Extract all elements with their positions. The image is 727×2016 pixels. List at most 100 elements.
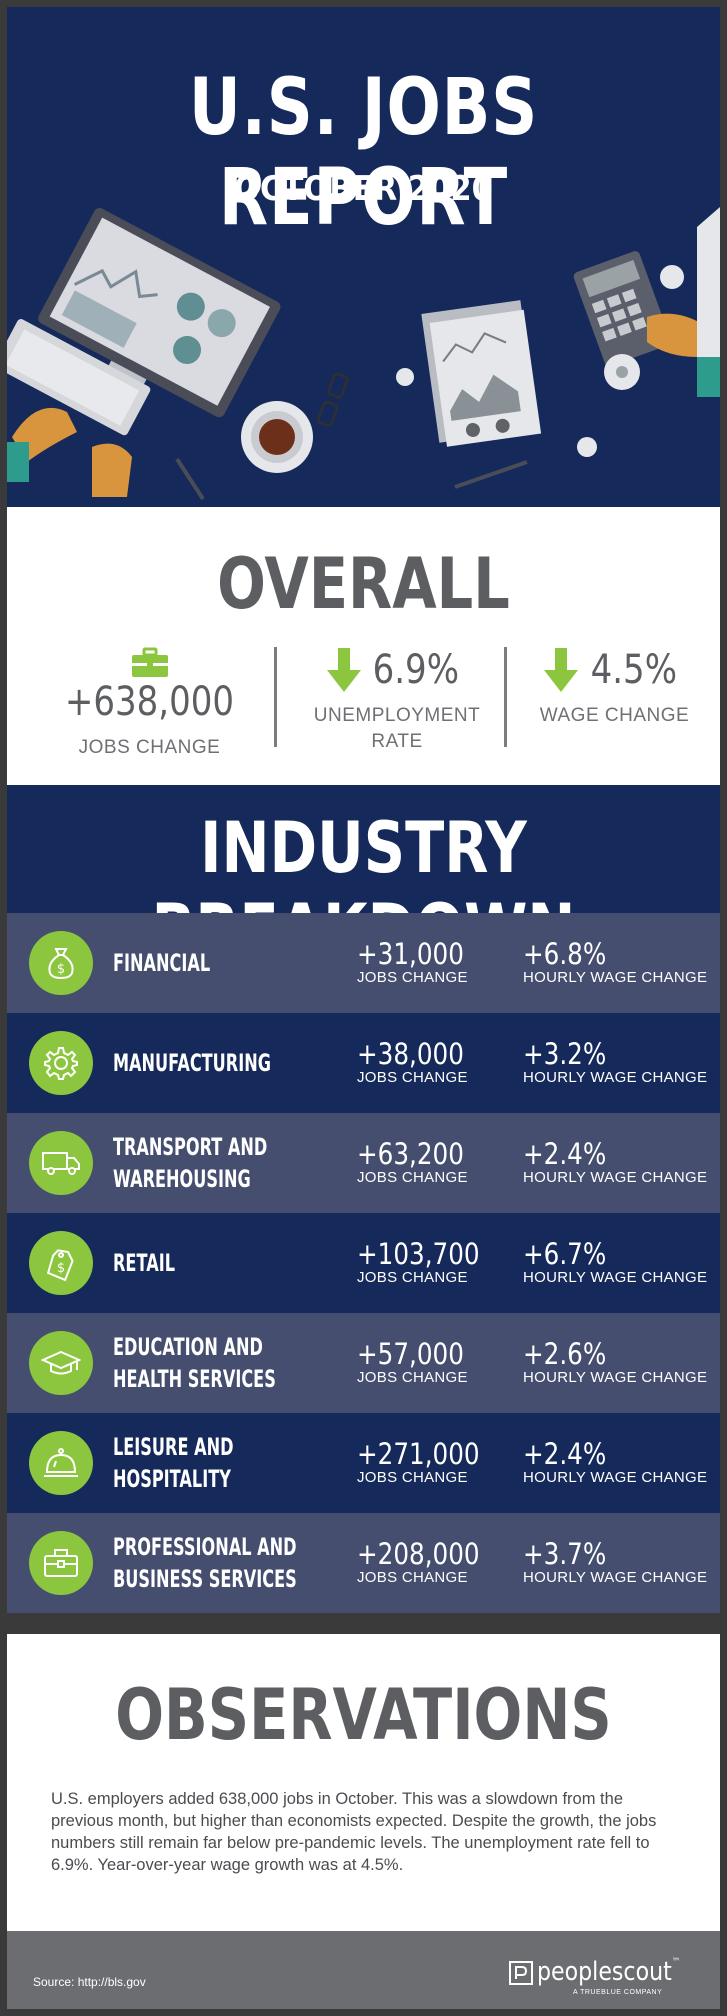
- jobs-change-cell: +57,000 JOBS CHANGE: [357, 1339, 483, 1387]
- source-link[interactable]: Source: http://bls.gov: [33, 1975, 146, 1989]
- unemployment-label: UNEMPLOYMENT RATE: [297, 703, 497, 755]
- wage-change-value: +6.8%: [523, 937, 607, 971]
- wage-change-label: WAGE CHANGE: [539, 705, 690, 726]
- gear-icon: [44, 1047, 78, 1080]
- footer: Source: http://bls.gov peoplescout™ A TR…: [7, 1931, 720, 2009]
- jobs-change-value: +271,000: [357, 1437, 480, 1471]
- industry-header: INDUSTRY BREAKDOWN: [7, 785, 720, 971]
- industry-name-line: MANUFACTURING: [113, 1049, 271, 1077]
- icon-circle: [29, 1031, 93, 1095]
- wage-change-value: +2.6%: [523, 1337, 607, 1371]
- industry-name-line: EDUCATION AND: [113, 1333, 263, 1361]
- industry-name-line: WAREHOUSING: [113, 1165, 251, 1193]
- jobs-change-stat: +638,000 JOBS CHANGE: [37, 647, 262, 767]
- logo-trademark: ™: [671, 1957, 681, 1968]
- industry-row-leisure-hospitality: LEISURE AND HOSPITALITY +271,000 JOBS CH…: [7, 1413, 720, 1513]
- jobs-change-cell: +63,200 JOBS CHANGE: [357, 1139, 483, 1187]
- logo-mark-icon: [509, 1961, 533, 1985]
- wage-change-cell: +2.4% HOURLY WAGE CHANGE: [523, 1439, 707, 1487]
- jobs-change-label: JOBS CHANGE: [357, 1169, 468, 1186]
- jobs-change-value: +57,000: [357, 1337, 464, 1371]
- graduation-cap-icon: [41, 1350, 81, 1375]
- infographic: U.S. JOBS REPORT OCTOBER 2020: [7, 7, 720, 2009]
- jobs-change-value: +208,000: [357, 1537, 480, 1571]
- wage-change-cell: +6.8% HOURLY WAGE CHANGE: [523, 939, 707, 987]
- jobs-change-value: +38,000: [357, 1037, 464, 1071]
- service-bell-icon: [44, 1448, 78, 1477]
- jobs-change-label: JOBS CHANGE: [357, 1369, 468, 1386]
- truck-icon: [42, 1152, 80, 1175]
- jobs-change-label: JOBS CHANGE: [357, 1469, 468, 1486]
- observations-title: OBSERVATIONS: [115, 1674, 612, 1756]
- industry-name: LEISURE AND HOSPITALITY: [113, 1413, 333, 1513]
- wage-change-label: HOURLY WAGE CHANGE: [523, 969, 708, 986]
- jobs-change-label: JOBS CHANGE: [357, 1569, 468, 1586]
- industry-name: MANUFACTURING: [113, 1013, 333, 1113]
- unemployment-value: 6.9%: [373, 647, 460, 693]
- wage-change-stat: 4.5% WAGE CHANGE: [522, 647, 707, 767]
- industry-name-line: RETAIL: [113, 1249, 175, 1277]
- wage-change-value: +3.2%: [523, 1037, 607, 1071]
- industry-name-line: HOSPITALITY: [113, 1465, 231, 1493]
- industry-row-transport: TRANSPORT AND WAREHOUSING +63,200 JOBS C…: [7, 1113, 720, 1213]
- icon-circle: [29, 1131, 93, 1195]
- jobs-change-value: +103,700: [357, 1237, 480, 1271]
- jobs-change-label: JOBS CHANGE: [357, 1069, 468, 1086]
- svg-text:$: $: [57, 962, 65, 977]
- jobs-change-cell: +31,000 JOBS CHANGE: [357, 939, 483, 987]
- industry-name: RETAIL: [113, 1213, 333, 1313]
- wage-change-cell: +3.7% HOURLY WAGE CHANGE: [523, 1539, 707, 1587]
- wage-change-label: HOURLY WAGE CHANGE: [523, 1069, 708, 1086]
- industry-row-professional-business: PROFESSIONAL AND BUSINESS SERVICES +208,…: [7, 1513, 720, 1613]
- icon-circle: $: [29, 931, 93, 995]
- observations-section: OBSERVATIONS U.S. employers added 638,00…: [7, 1634, 720, 1931]
- svg-text:$: $: [57, 1261, 65, 1276]
- icon-circle: [29, 1331, 93, 1395]
- logo-text: peoplescout: [537, 1957, 672, 1987]
- arrow-down-icon: [544, 648, 579, 692]
- wage-change-cell: +3.2% HOURLY WAGE CHANGE: [523, 1039, 707, 1087]
- industry-name-line: TRANSPORT AND: [113, 1133, 268, 1161]
- wage-change-label: HOURLY WAGE CHANGE: [523, 1169, 708, 1186]
- wage-change-value: +3.7%: [523, 1537, 607, 1571]
- toolbox-icon: [44, 1549, 78, 1577]
- unemployment-stat: 6.9% UNEMPLOYMENT RATE: [297, 647, 497, 767]
- jobs-change-label: JOBS CHANGE: [78, 737, 221, 758]
- wage-change-cell: +6.7% HOURLY WAGE CHANGE: [523, 1239, 707, 1287]
- jobs-change-label: JOBS CHANGE: [357, 969, 468, 986]
- industry-name-line: HEALTH SERVICES: [113, 1365, 276, 1393]
- wage-change-cell: +2.4% HOURLY WAGE CHANGE: [523, 1139, 707, 1187]
- icon-circle: $: [29, 1231, 93, 1295]
- wage-change-label: HOURLY WAGE CHANGE: [523, 1569, 708, 1586]
- wage-change-label: HOURLY WAGE CHANGE: [523, 1469, 708, 1486]
- wage-change-label: HOURLY WAGE CHANGE: [523, 1369, 708, 1386]
- industry-name: EDUCATION AND HEALTH SERVICES: [113, 1313, 333, 1413]
- logo-wordmark: peoplescout™: [537, 1957, 680, 1987]
- unemployment-label-line1: UNEMPLOYMENT: [313, 705, 481, 726]
- overall-section: OVERALL +638,000 JOBS CHANGE 6.9% UNEMPL…: [7, 507, 720, 785]
- wage-change-value: +2.4%: [523, 1437, 607, 1471]
- industry-row-education-health: EDUCATION AND HEALTH SERVICES +57,000 JO…: [7, 1313, 720, 1413]
- jobs-change-cell: +208,000 JOBS CHANGE: [357, 1539, 501, 1587]
- jobs-change-cell: +38,000 JOBS CHANGE: [357, 1039, 483, 1087]
- industry-name-line: BUSINESS SERVICES: [113, 1565, 297, 1593]
- jobs-change-value: +63,200: [357, 1137, 464, 1171]
- price-tag-icon: $: [46, 1249, 74, 1282]
- page-title: U.S. JOBS REPORT: [188, 63, 539, 243]
- briefcase-icon: [131, 647, 168, 677]
- arrow-down-icon: [326, 648, 361, 692]
- industry-name-line: PROFESSIONAL AND: [113, 1533, 297, 1561]
- stat-divider: [504, 647, 507, 747]
- jobs-change-cell: +103,700 JOBS CHANGE: [357, 1239, 501, 1287]
- jobs-change-value: +638,000: [64, 679, 235, 725]
- icon-circle: [29, 1431, 93, 1495]
- industry-row-manufacturing: MANUFACTURING +38,000 JOBS CHANGE +3.2% …: [7, 1013, 720, 1113]
- industry-row-financial: $ FINANCIAL +31,000 JOBS CHANGE +6.8% HO…: [7, 913, 720, 1013]
- jobs-change-label: JOBS CHANGE: [357, 1269, 468, 1286]
- desk-illustration: [7, 207, 720, 501]
- jobs-change-value: +31,000: [357, 937, 464, 971]
- wage-change-value: +6.7%: [523, 1237, 607, 1271]
- stat-divider: [274, 647, 277, 747]
- icon-circle: [29, 1531, 93, 1595]
- wage-change-value: 4.5%: [590, 647, 677, 693]
